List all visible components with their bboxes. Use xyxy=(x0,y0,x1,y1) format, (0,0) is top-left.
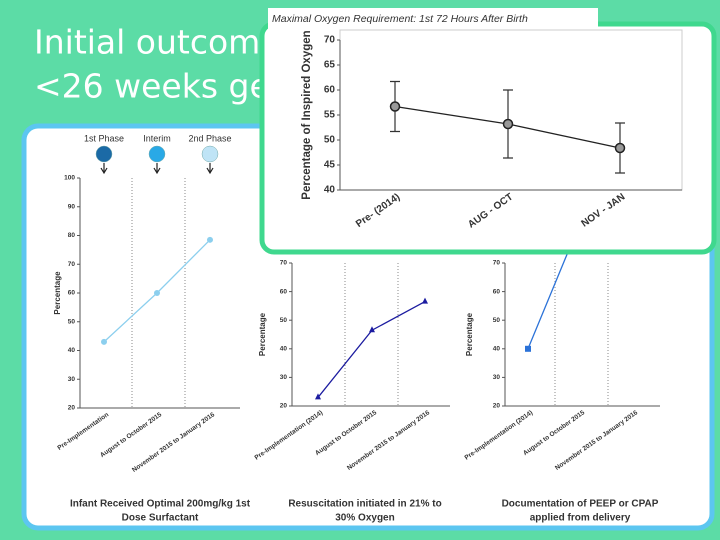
y-tick-label: 45 xyxy=(324,160,336,171)
y-tick-label: 60 xyxy=(493,288,501,295)
y-tick-label: 30 xyxy=(280,374,288,381)
y-tick-label: 20 xyxy=(493,403,501,410)
y-tick-label: 70 xyxy=(280,260,288,267)
y-tick-label: 90 xyxy=(68,203,76,210)
overlay-title: Maximal Oxygen Requirement: 1st 72 Hours… xyxy=(272,13,528,25)
overlay-title-bg xyxy=(268,8,598,30)
caption: applied from delivery xyxy=(530,513,631,524)
y-tick-label: 60 xyxy=(324,85,336,96)
y-tick-label: 55 xyxy=(324,110,336,121)
y-tick-label: 70 xyxy=(68,261,76,268)
phase-label: 1st Phase xyxy=(84,133,124,143)
y-tick-label: 50 xyxy=(324,135,336,146)
phase-arrow xyxy=(153,163,161,175)
point xyxy=(369,326,375,333)
phase-arrow xyxy=(100,163,108,175)
y-tick-label: 20 xyxy=(280,403,288,410)
y-tick-label: 60 xyxy=(280,288,288,295)
y-tick-label: 30 xyxy=(493,374,501,381)
point xyxy=(614,142,626,154)
slide-title: Initial outcom xyxy=(34,23,260,62)
point xyxy=(422,297,428,304)
point xyxy=(207,236,213,243)
y-tick-label: 50 xyxy=(68,318,76,325)
slide-title: <26 weeks ge xyxy=(34,67,270,106)
y-tick-label: 40 xyxy=(68,347,76,354)
phase-label: Interim xyxy=(143,133,171,143)
caption: 30% Oxygen xyxy=(335,513,394,524)
point xyxy=(315,393,321,400)
y-tick-label: 50 xyxy=(493,317,501,324)
y-axis-label: Percentage of Inspired Oxygen xyxy=(301,30,313,199)
y-tick-label: 60 xyxy=(68,290,76,297)
y-tick-label: 70 xyxy=(324,35,336,46)
point xyxy=(101,338,107,345)
y-tick-label: 70 xyxy=(493,260,501,267)
y-axis-label: Percentage xyxy=(258,312,267,356)
point xyxy=(525,345,531,352)
y-tick-label: 80 xyxy=(68,232,76,239)
y-axis-label: Percentage xyxy=(465,312,474,356)
caption: Infant Received Optimal 200mg/kg 1st xyxy=(70,499,251,510)
y-tick-label: 50 xyxy=(280,317,288,324)
y-tick-label: 65 xyxy=(324,60,336,71)
y-axis-label: Percentage xyxy=(53,271,62,315)
phase-dot xyxy=(95,145,113,163)
point xyxy=(389,101,401,112)
caption: Resuscitation initiated in 21% to xyxy=(288,499,441,510)
caption: Dose Surfactant xyxy=(122,513,199,524)
y-tick-label: 40 xyxy=(280,346,288,353)
phase-dot xyxy=(148,145,166,163)
y-tick-label: 40 xyxy=(324,185,336,196)
phase-label: 2nd Phase xyxy=(188,133,231,143)
y-tick-label: 40 xyxy=(493,346,501,353)
phase-dot xyxy=(201,145,219,163)
caption: Documentation of PEEP or CPAP xyxy=(502,499,659,510)
y-tick-label: 20 xyxy=(68,405,76,412)
y-tick-label: 30 xyxy=(68,376,76,383)
phase-arrow xyxy=(206,163,214,175)
y-tick-label: 100 xyxy=(64,175,75,182)
point xyxy=(154,290,160,296)
point xyxy=(502,118,514,130)
